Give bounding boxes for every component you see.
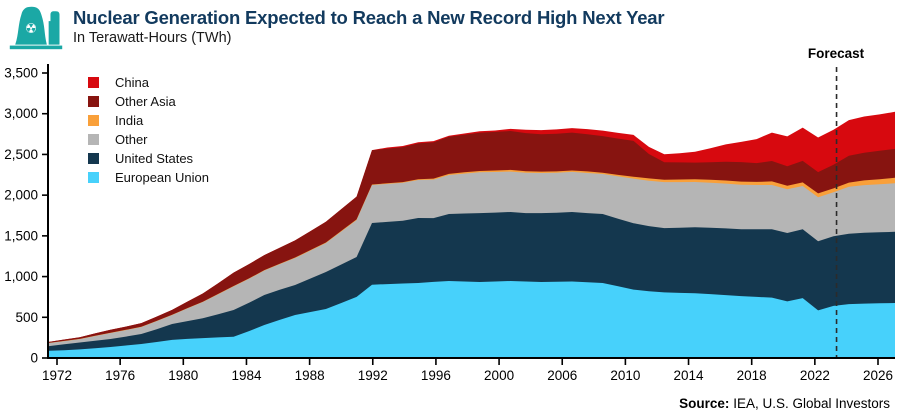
x-tick-label: 1988 <box>295 368 325 383</box>
chart-header: ☢ Nuclear Generation Expected to Reach a… <box>8 4 665 51</box>
source-label: Source: <box>679 396 730 411</box>
x-tick-label: 2010 <box>610 368 640 383</box>
legend-swatch <box>88 134 99 145</box>
y-tick-label: 1,500 <box>4 228 38 243</box>
legend-label: India <box>115 113 144 128</box>
y-tick-label: 2,000 <box>4 188 38 203</box>
cooling-tower-left <box>15 6 47 45</box>
x-tick-label: 2022 <box>800 368 830 383</box>
legend-swatch <box>88 96 99 107</box>
legend-item-european-union: European Union <box>88 168 209 187</box>
source-note: Source: IEA, U.S. Global Investors <box>679 396 890 411</box>
legend-label: United States <box>115 151 194 166</box>
chart-subtitle: In Terawatt-Hours (TWh) <box>73 30 232 47</box>
x-tick-label: 2006 <box>547 368 577 383</box>
legend-item-india: India <box>88 111 209 130</box>
y-tick-label: 3,500 <box>4 66 38 81</box>
x-tick-label: 1996 <box>421 368 451 383</box>
y-tick-label: 2,500 <box>4 147 38 162</box>
chart-legend: China Other Asia India Other United States Eu… <box>88 73 209 187</box>
x-tick-label: 1980 <box>168 368 198 383</box>
source-text: IEA, U.S. Global Investors <box>733 396 890 411</box>
legend-swatch <box>88 77 99 88</box>
x-tick-label: 2014 <box>674 368 705 383</box>
cooling-tower-right <box>48 11 60 45</box>
legend-item-other: Other <box>88 130 209 149</box>
x-tick-label: 2018 <box>737 368 767 383</box>
y-tick-label: 1,000 <box>4 269 38 284</box>
y-tick-label: 0 <box>30 351 38 366</box>
radiation-icon: ☢ <box>25 21 37 37</box>
x-tick-label: 2026 <box>863 368 893 383</box>
legend-item-china: China <box>88 73 209 92</box>
legend-item-other-asia: Other Asia <box>88 92 209 111</box>
legend-swatch <box>88 153 99 164</box>
legend-swatch <box>88 115 99 126</box>
area-european-union <box>49 281 895 358</box>
legend-label: European Union <box>115 170 209 185</box>
nuclear-plant-icon: ☢ <box>9 6 63 50</box>
legend-swatch <box>88 172 99 183</box>
x-tick-label: 1972 <box>42 368 72 383</box>
x-tick-label: 1984 <box>231 368 262 383</box>
x-tick-label: 1992 <box>358 368 388 383</box>
legend-label: China <box>115 75 149 90</box>
legend-label: Other <box>115 132 148 147</box>
y-tick-label: 3,000 <box>4 106 38 121</box>
forecast-label: Forecast <box>807 46 865 61</box>
chart-title: Nuclear Generation Expected to Reach a N… <box>73 7 665 28</box>
x-tick-label: 1976 <box>105 368 135 383</box>
legend-item-united-states: United States <box>88 149 209 168</box>
y-tick-label: 500 <box>15 310 38 325</box>
chart-titles: Nuclear Generation Expected to Reach a N… <box>73 4 665 47</box>
legend-label: Other Asia <box>115 94 176 109</box>
x-tick-label: 2000 <box>484 368 514 383</box>
